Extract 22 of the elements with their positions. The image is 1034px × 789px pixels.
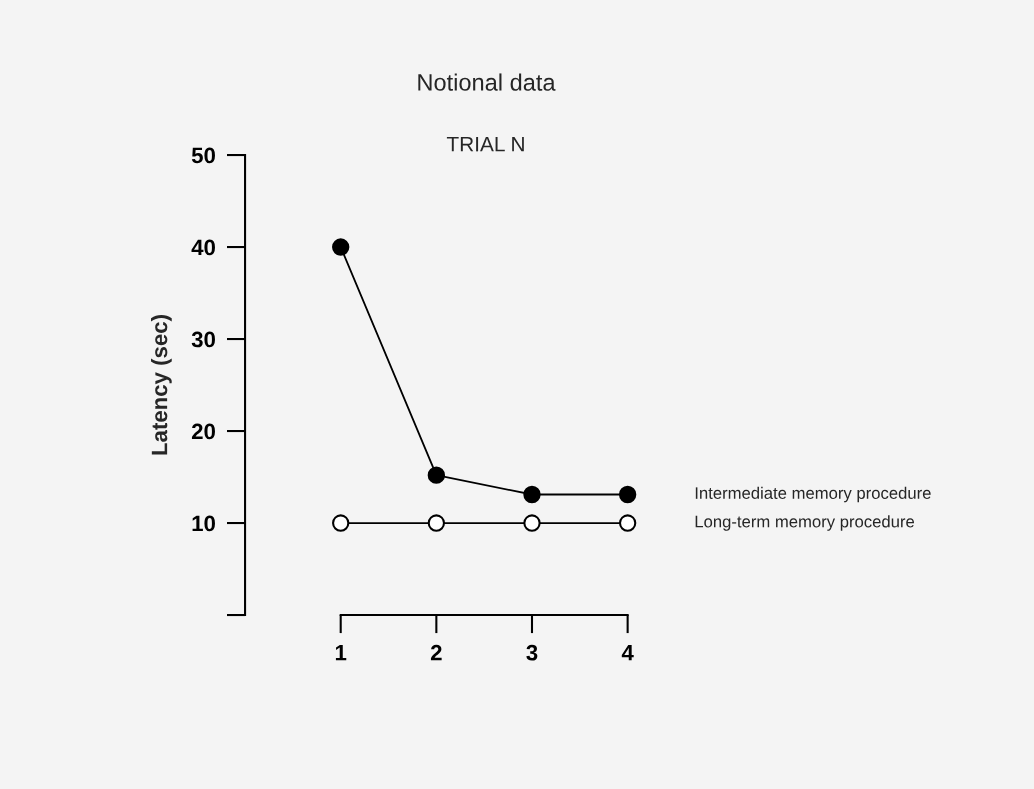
y-tick-label: 30 xyxy=(191,331,215,348)
point xyxy=(332,238,350,256)
y-tick-label: 10 xyxy=(192,515,215,532)
chart-title: Notional data xyxy=(418,73,556,91)
text: Long-term memory procedure xyxy=(695,515,915,531)
point xyxy=(523,485,541,504)
x-tick-label: 1 xyxy=(335,645,347,661)
point xyxy=(427,466,446,484)
x-tick-label: 4 xyxy=(621,645,634,661)
y-axis-title: Latency (sec) xyxy=(151,315,172,455)
point xyxy=(618,514,637,532)
y-tick-label: 20 xyxy=(191,423,215,440)
text: Intermediate memory procedure xyxy=(695,486,931,503)
point xyxy=(523,514,541,532)
y-tick-label: 40 xyxy=(191,239,215,256)
x-tick-label: 2 xyxy=(430,644,442,661)
point xyxy=(618,485,637,504)
point xyxy=(427,514,446,532)
point xyxy=(332,514,350,532)
x-tick-label: 3 xyxy=(526,644,538,661)
chart-subtitle: TRIAL N xyxy=(446,137,524,152)
y-tick-label: 50 xyxy=(191,147,215,164)
